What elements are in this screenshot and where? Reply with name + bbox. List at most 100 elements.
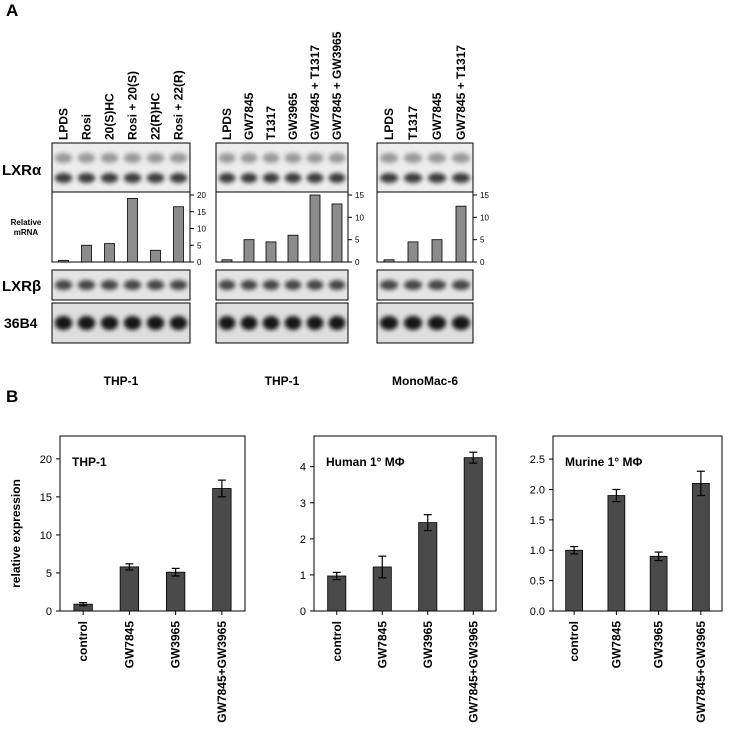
x-tick-label: GW7845+GW3965	[694, 621, 708, 723]
row-label: mRNA	[14, 228, 39, 237]
y-tick-label: 0	[300, 606, 306, 618]
panel-label: B	[6, 387, 18, 406]
y-axis-label: relative expression	[9, 479, 23, 588]
x-tick-label: control	[330, 621, 344, 662]
x-tick-label: GW7845	[122, 621, 136, 669]
row-label: LXRα	[2, 162, 42, 179]
lane-label: Rosi + 20(S)	[126, 71, 140, 140]
blot-band	[240, 280, 258, 290]
blot-band	[328, 316, 346, 330]
y-tick-label: 15	[197, 208, 206, 217]
x-tick-label: control	[567, 621, 581, 662]
bar	[431, 239, 443, 263]
y-tick-label: 0	[46, 606, 52, 618]
blot-band	[169, 153, 188, 163]
bar	[104, 243, 115, 263]
blot-band	[262, 173, 280, 183]
lane-label: GW7845	[430, 92, 444, 140]
x-tick-label: GW3965	[652, 621, 666, 669]
y-tick-label: 15	[40, 492, 52, 504]
lane-label: GW7845	[242, 92, 256, 140]
x-tick-label: control	[76, 621, 90, 662]
lane-label: GW7845 + T1317	[454, 45, 468, 140]
bar	[565, 549, 583, 612]
y-tick-label: 0	[355, 258, 360, 267]
bar	[331, 203, 343, 263]
y-tick-label: 10	[197, 225, 206, 234]
lane-label: GW3965	[286, 92, 300, 140]
blot-band	[77, 280, 96, 290]
bar	[127, 197, 138, 263]
blot-band	[379, 173, 399, 183]
blot-band	[54, 173, 73, 183]
bar	[212, 488, 232, 612]
y-tick-label: 0	[480, 258, 485, 267]
plot-frame	[313, 435, 497, 612]
blot-band	[146, 316, 165, 330]
y-tick-label: 4	[300, 462, 306, 474]
blot-band	[403, 153, 423, 163]
caption: THP-1	[265, 374, 300, 388]
bar	[383, 259, 395, 263]
y-tick-label: 1.5	[530, 515, 545, 527]
blot-band	[451, 316, 471, 330]
blot-band	[169, 280, 188, 290]
x-tick-label: GW7845	[609, 621, 623, 669]
bar	[309, 194, 321, 263]
lane-label: Rosi	[80, 114, 94, 140]
x-tick-label: GW3965	[421, 621, 435, 669]
blot-band	[306, 153, 324, 163]
blot-band	[123, 316, 142, 330]
blot-band	[306, 316, 324, 330]
y-tick-label: 5	[355, 236, 360, 245]
lane-label: GW7845 + GW3965	[330, 31, 344, 140]
bar	[81, 244, 92, 263]
bar	[327, 575, 347, 612]
lane-label: LPDS	[382, 108, 396, 140]
y-tick-label: 15	[355, 191, 364, 200]
y-tick-label: 3	[300, 498, 306, 510]
bar	[119, 566, 140, 612]
bar	[418, 522, 438, 612]
plot-frame	[552, 435, 723, 612]
y-tick-label: 2	[300, 534, 306, 546]
caption: MonoMac-6	[392, 374, 458, 388]
blot-band	[240, 173, 258, 183]
blot-band	[451, 173, 471, 183]
blot-band	[379, 280, 399, 290]
blot-band	[262, 316, 280, 330]
blot-band	[77, 316, 96, 330]
blot-band	[146, 173, 165, 183]
blot-band	[427, 173, 447, 183]
blot-band	[451, 280, 471, 290]
panel-label: A	[6, 1, 18, 20]
plot-frame	[59, 435, 246, 612]
lane-label: Rosi + 22(R)	[172, 70, 186, 140]
blot-band	[54, 316, 73, 330]
bar	[150, 249, 161, 263]
blot-band	[379, 153, 399, 163]
blot-band	[54, 153, 73, 163]
blot-band	[240, 153, 258, 163]
y-tick-label: 20	[197, 191, 206, 200]
blot-band	[284, 280, 302, 290]
x-tick-label: GW7845+GW3965	[215, 621, 229, 723]
blot-band	[146, 280, 165, 290]
chart-title: THP-1	[72, 455, 107, 469]
blot-band	[451, 153, 471, 163]
bar	[649, 555, 668, 612]
row-label: Relative	[11, 218, 42, 227]
blot-band	[284, 173, 302, 183]
bar	[165, 571, 186, 612]
blot-band	[427, 153, 447, 163]
bar	[455, 205, 467, 263]
bar	[243, 239, 255, 263]
blot	[51, 142, 191, 193]
lane-label: T1317	[264, 106, 278, 140]
plot-frame	[51, 191, 191, 263]
blot-band	[100, 316, 119, 330]
y-tick-label: 5	[46, 568, 52, 580]
y-tick-label: 1.0	[530, 545, 545, 557]
y-tick-label: 5	[197, 241, 202, 250]
